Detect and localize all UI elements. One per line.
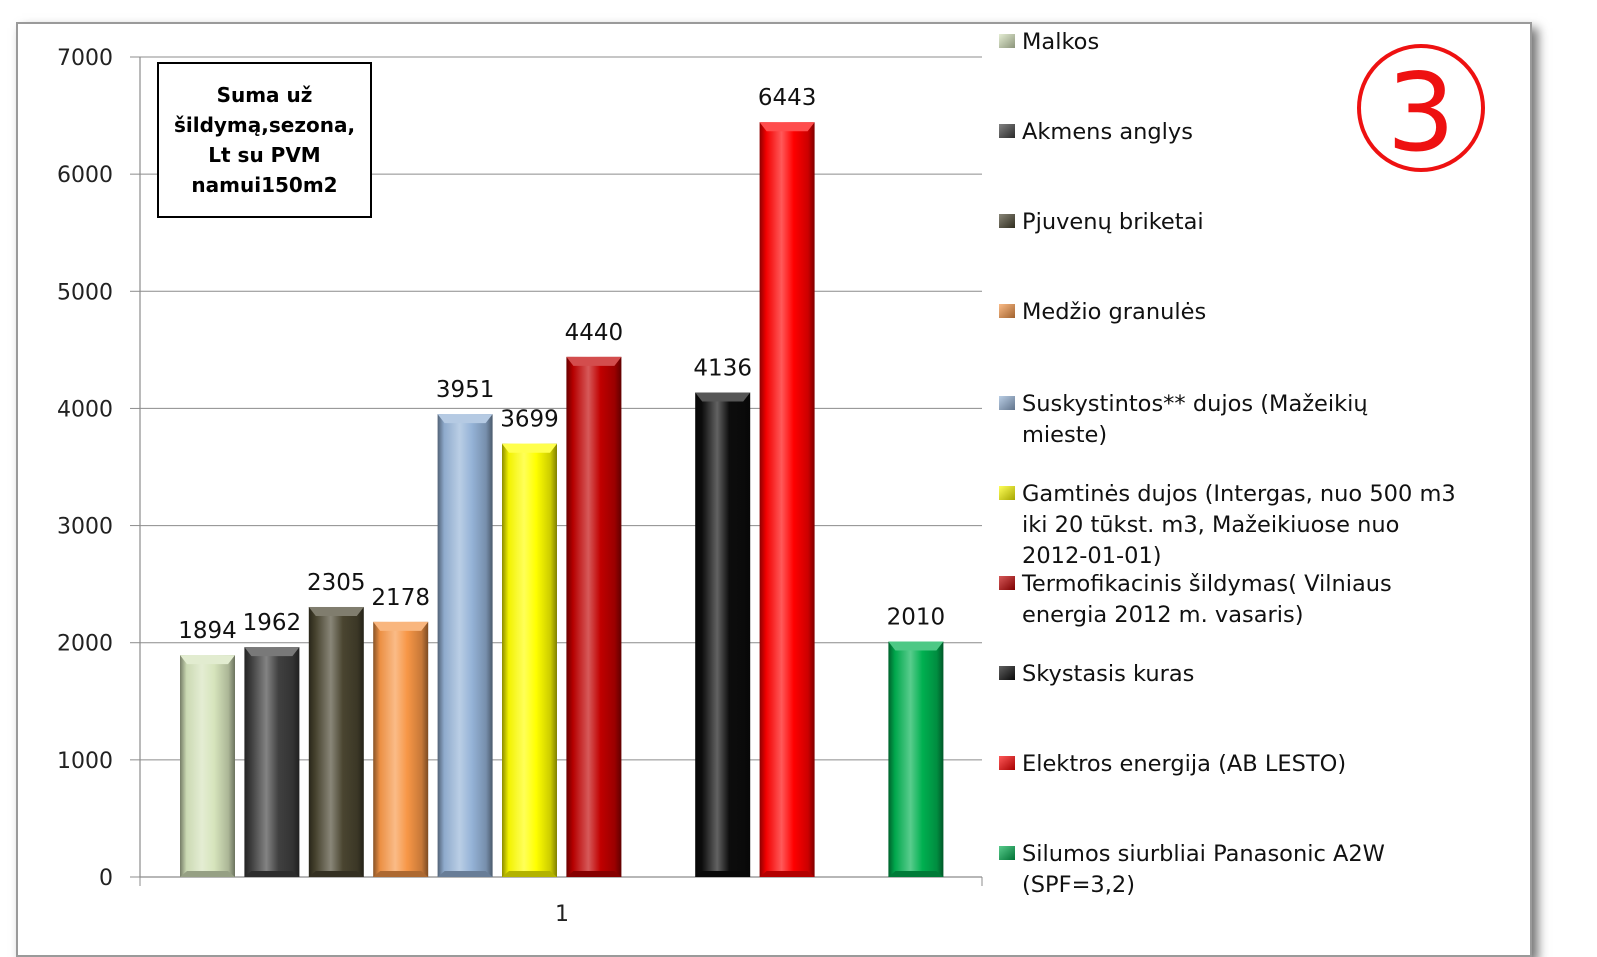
bar (244, 647, 300, 877)
y-tick-label: 1000 (57, 749, 113, 774)
legend-swatch (999, 666, 1015, 680)
bar-body (566, 356, 622, 877)
legend-swatch (999, 486, 1015, 500)
bar-base (759, 871, 815, 877)
legend-label: Suskystintos** dujos (Mažeikių mieste) (1022, 391, 1368, 448)
y-tick-label: 0 (99, 866, 113, 891)
bar (373, 621, 429, 877)
legend-label: Pjuvenų briketai (1022, 209, 1204, 235)
bar-cap (888, 641, 944, 651)
bar-base (695, 871, 751, 877)
legend-label: Skystasis kuras (1022, 661, 1194, 687)
bar-base (437, 871, 493, 877)
legend-item: Skystasis kuras (999, 661, 1194, 687)
legend-label: Silumos siurbliai Panasonic A2W (SPF=3,2) (1022, 841, 1385, 898)
y-tick-label: 5000 (57, 280, 113, 305)
legend-item: Malkos (999, 29, 1099, 55)
bar-cap (308, 606, 364, 616)
bar-cap (695, 392, 751, 402)
legend-swatch (999, 846, 1015, 860)
legend-swatch (999, 576, 1015, 590)
legend-item: Termofikacinis šildymas( Vilniaus energia… (999, 571, 1392, 628)
y-tick-label: 6000 (57, 163, 113, 188)
legend-item: Medžio granulės (999, 299, 1206, 325)
bar-base (502, 871, 557, 877)
bar-base (308, 871, 364, 877)
data-label: 2010 (887, 605, 946, 631)
bar-body (437, 414, 493, 877)
bar-body (308, 606, 364, 877)
legend-swatch (999, 34, 1015, 48)
bar-cap (437, 414, 493, 424)
y-tick-label: 7000 (57, 46, 113, 71)
data-label: 2178 (371, 585, 430, 611)
legend-item: Silumos siurbliai Panasonic A2W (SPF=3,2) (999, 841, 1385, 898)
bar-cap (566, 356, 622, 366)
legend-label: Termofikacinis šildymas( Vilniaus energia… (1021, 571, 1392, 628)
legend-label: Malkos (1022, 29, 1099, 55)
legend-item: Suskystintos** dujos (Mažeikių mieste) (999, 391, 1368, 448)
data-label: 6443 (758, 85, 817, 111)
chart-title: Suma už šildymą,sezona, Lt su PVM namui1… (173, 83, 356, 197)
bar-body (244, 647, 300, 877)
legend-swatch (999, 396, 1015, 410)
legend-item: Akmens anglys (999, 119, 1193, 145)
legend-item: Gamtinės dujos (Intergas, nuo 500 m3 iki … (999, 481, 1456, 569)
legend-swatch (999, 214, 1015, 228)
bar-body (888, 641, 944, 877)
bar-body (180, 655, 235, 877)
bar (759, 122, 815, 877)
bar-body (759, 122, 815, 877)
data-label: 3951 (436, 377, 495, 403)
y-tick-label: 2000 (57, 632, 113, 657)
legend-swatch (999, 304, 1015, 318)
bar-body (373, 621, 429, 877)
bar-base (244, 871, 300, 877)
bar (566, 356, 622, 877)
bar-base (373, 871, 429, 877)
legend-label: Gamtinės dujos (Intergas, nuo 500 m3 iki … (1022, 481, 1456, 569)
bar-cap (759, 122, 815, 132)
bar (437, 414, 493, 877)
data-label: 3699 (500, 407, 559, 433)
legend-item: Pjuvenų briketai (999, 209, 1204, 235)
bar-cap (180, 655, 235, 665)
badge-number: 3 (1387, 51, 1456, 176)
bar-cap (244, 647, 300, 657)
legend-label: Akmens anglys (1022, 119, 1193, 145)
bar (308, 606, 364, 877)
bar-body (695, 392, 751, 877)
badge-circle (1357, 44, 1485, 172)
data-label: 1894 (178, 618, 237, 644)
bar-base (888, 871, 944, 877)
bar-cap (502, 443, 557, 453)
legend-swatch (999, 756, 1015, 770)
chart-title-box: Suma už šildymą,sezona, Lt su PVM namui1… (157, 62, 372, 218)
data-label: 2305 (307, 570, 366, 596)
bar-cap (373, 621, 429, 631)
y-tick-label: 3000 (57, 515, 113, 540)
bar-body (502, 443, 557, 877)
data-label: 4136 (693, 355, 752, 381)
legend-label: Elektros energija (AB LESTO) (1022, 751, 1346, 777)
legend-item: Elektros energija (AB LESTO) (999, 751, 1346, 777)
legend-swatch (999, 124, 1015, 138)
bar-base (180, 871, 235, 877)
data-label: 4440 (565, 320, 624, 346)
bar-base (566, 871, 622, 877)
bar (180, 655, 235, 877)
x-category-label: 1 (555, 902, 569, 927)
bar (502, 443, 557, 877)
bar (695, 392, 751, 877)
bar (888, 641, 944, 877)
y-tick-label: 4000 (57, 397, 113, 422)
data-label: 1962 (243, 610, 302, 636)
legend-label: Medžio granulės (1022, 299, 1206, 325)
